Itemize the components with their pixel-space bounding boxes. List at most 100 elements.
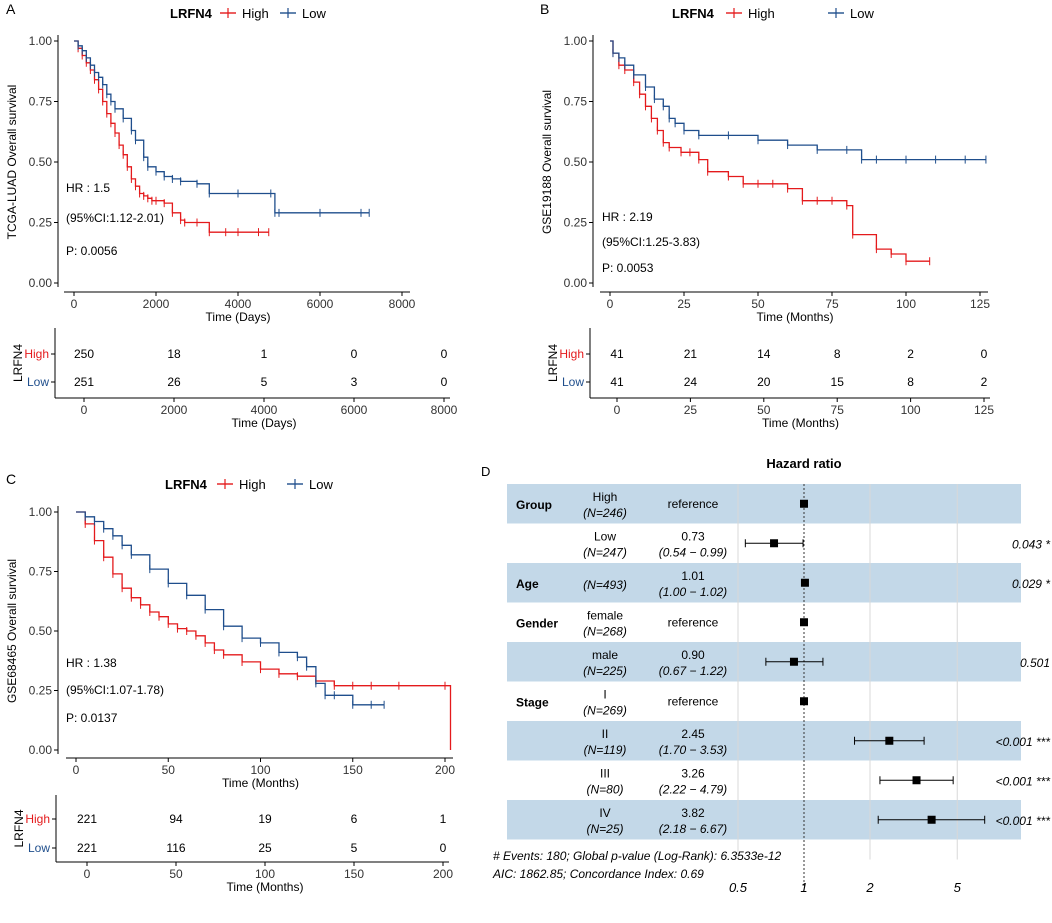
y-tick-label: 0.25 xyxy=(29,684,53,698)
risk-table-x-tick-label: 75 xyxy=(831,403,845,417)
x-tick-label: 200 xyxy=(435,763,455,777)
p-value-text: P: 0.0137 xyxy=(66,711,118,725)
forest-footer-events: # Events: 180; Global p-value (Log-Rank)… xyxy=(493,849,782,863)
y-tick-label: 1.00 xyxy=(564,34,588,48)
x-tick-label: 8000 xyxy=(389,297,416,311)
forest-level-label: Low xyxy=(594,529,616,543)
legend-title: LRFN4 xyxy=(165,477,208,492)
forest-variable-label: Group xyxy=(516,498,552,512)
risk-table-cell: 6 xyxy=(351,812,358,826)
y-tick-label: 0.00 xyxy=(29,743,53,757)
y-axis-title: GSE68465 Overall survival xyxy=(5,559,19,703)
forest-p-value: <0.001 *** xyxy=(996,735,1051,749)
risk-table-x-tick-label: 50 xyxy=(169,867,183,881)
forest-level-label: IV xyxy=(599,806,610,820)
forest-level-label: male xyxy=(592,648,618,662)
forest-level-label: II xyxy=(602,727,609,741)
forest-n-label: (N=246) xyxy=(583,506,627,520)
forest-p-value: <0.001 *** xyxy=(996,774,1051,788)
forest-estimate: reference xyxy=(668,694,719,708)
hazard-ratio-text: HR : 1.38 xyxy=(66,656,117,670)
risk-table-x-tick-label: 2000 xyxy=(161,403,188,417)
forest-level-label: I xyxy=(603,687,606,701)
survival-curve-low xyxy=(74,40,370,214)
risk-table-row-label-high: High xyxy=(24,347,49,361)
risk-table-x-tick-label: 50 xyxy=(757,403,771,417)
y-tick-label: 0.75 xyxy=(29,565,53,579)
legend-label-low: Low xyxy=(850,6,874,21)
risk-table-row-label-high: High xyxy=(559,347,584,361)
x-tick-label: 0 xyxy=(73,763,80,777)
risk-table-cell: 2 xyxy=(907,347,914,361)
x-tick-label: 6000 xyxy=(307,297,334,311)
y-axis-title: GSE19188 Overall survival xyxy=(540,90,554,234)
forest-point xyxy=(912,776,921,785)
y-tick-label: 0.50 xyxy=(29,624,53,638)
risk-table-cell: 250 xyxy=(74,347,94,361)
risk-table-x-axis-title: Time (Months) xyxy=(762,416,839,430)
x-tick-label: 0 xyxy=(607,297,614,311)
x-tick-label: 100 xyxy=(896,297,916,311)
forest-footer-aic: AIC: 1862.85; Concordance Index: 0.69 xyxy=(492,867,704,881)
survival-curve-high xyxy=(610,40,930,262)
panel-label: A xyxy=(6,1,16,17)
risk-table-cell: 1 xyxy=(440,812,447,826)
forest-p-value: 0.029 * xyxy=(1012,577,1050,591)
survival-curve-high xyxy=(76,511,452,750)
legend-label-low: Low xyxy=(302,6,326,21)
forest-estimate: reference xyxy=(668,497,719,511)
confidence-interval-text: (95%CI:1.25-3.83) xyxy=(602,235,700,249)
panel-label: C xyxy=(6,471,16,487)
risk-table-cell: 14 xyxy=(757,347,771,361)
risk-table-x-tick-label: 25 xyxy=(684,403,698,417)
forest-ci: (0.67 − 1.22) xyxy=(659,664,727,678)
risk-table-cell: 251 xyxy=(74,375,94,389)
forest-variable-label: Stage xyxy=(516,695,549,709)
risk-table-cell: 1 xyxy=(261,347,268,361)
risk-table-cell: 41 xyxy=(610,375,624,389)
risk-table-x-axis-title: Time (Months) xyxy=(227,880,304,894)
x-tick-label: 125 xyxy=(970,297,990,311)
legend-title: LRFN4 xyxy=(672,6,715,21)
panel-label: D xyxy=(481,464,490,479)
risk-table-x-tick-label: 6000 xyxy=(341,403,368,417)
forest-n-label: (N=119) xyxy=(584,743,627,757)
x-axis-title: Time (Days) xyxy=(206,310,271,324)
risk-table-cell: 5 xyxy=(261,375,268,389)
risk-table-x-tick-label: 200 xyxy=(433,867,453,881)
x-axis-title: Time (Months) xyxy=(757,310,834,324)
y-tick-label: 1.00 xyxy=(29,34,53,48)
risk-table-cell: 3 xyxy=(351,375,358,389)
risk-table-row-label-low: Low xyxy=(27,375,49,389)
forest-n-label: (N=25) xyxy=(586,822,623,836)
risk-table-x-tick-label: 8000 xyxy=(431,403,458,417)
risk-table-y-axis-title: LRFN4 xyxy=(11,344,25,382)
p-value-text: P: 0.0053 xyxy=(602,261,654,275)
forest-level-label: High xyxy=(593,490,618,504)
y-tick-label: 0.75 xyxy=(564,95,588,109)
forest-variable-label: Gender xyxy=(516,616,558,630)
forest-n-label: (N=269) xyxy=(583,703,627,717)
risk-table-cell: 41 xyxy=(610,347,624,361)
forest-point xyxy=(927,815,936,824)
risk-table-cell: 21 xyxy=(684,347,698,361)
forest-row-band xyxy=(507,721,1021,761)
y-axis-title: TCGA-LUAD Overall survival xyxy=(5,85,19,240)
forest-x-tick-label: 1 xyxy=(800,880,807,895)
forest-point xyxy=(800,618,808,627)
forest-n-label: (N=80) xyxy=(586,782,623,796)
risk-table-cell: 26 xyxy=(167,375,181,389)
forest-estimate: 0.90 xyxy=(681,648,705,662)
forest-ci: (1.00 − 1.02) xyxy=(659,585,727,599)
x-tick-label: 150 xyxy=(343,763,363,777)
forest-estimate: 2.45 xyxy=(681,727,705,741)
hazard-ratio-text: HR : 2.19 xyxy=(602,210,653,224)
legend-label-high: High xyxy=(242,6,269,21)
confidence-interval-text: (95%CI:1.07-1.78) xyxy=(66,683,164,697)
forest-ci: (2.18 − 6.67) xyxy=(659,822,727,836)
risk-table-cell: 18 xyxy=(167,347,181,361)
legend-label-high: High xyxy=(239,477,266,492)
forest-point xyxy=(800,499,808,508)
